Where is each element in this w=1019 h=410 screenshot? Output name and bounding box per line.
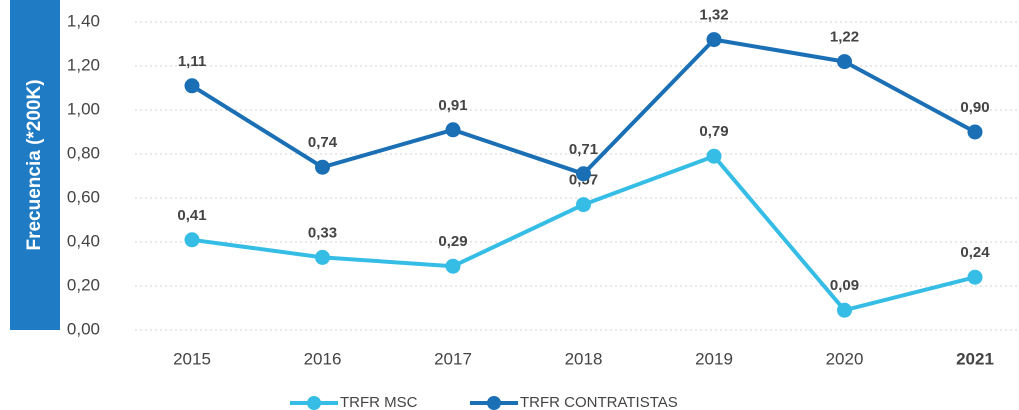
x-tick-label: 2015 <box>173 349 211 368</box>
x-tick-label: 2021 <box>956 349 994 368</box>
value-label: 0,90 <box>960 99 989 116</box>
point <box>184 78 200 94</box>
y-tick-label: 1,40 <box>67 11 100 30</box>
legend-marker <box>487 396 501 410</box>
legend-label: TRFR MSC <box>340 394 418 410</box>
value-label: 0,41 <box>177 207 206 224</box>
x-tick-label: 2018 <box>565 349 603 368</box>
x-tick-label: 2020 <box>826 349 864 368</box>
value-label: 1,11 <box>178 53 206 70</box>
value-label: 0,24 <box>960 244 990 261</box>
point <box>184 232 200 248</box>
point <box>445 122 461 138</box>
point <box>706 32 722 48</box>
y-axis-title-box <box>10 0 60 330</box>
value-label: 0,74 <box>308 134 338 151</box>
point <box>837 54 852 70</box>
point <box>837 302 852 318</box>
legend-item: TRFR CONTRATISTAS <box>470 394 678 410</box>
x-tick-label: 2017 <box>434 349 472 368</box>
value-label: 0,09 <box>830 277 859 294</box>
legend-item: TRFR MSC <box>290 394 418 410</box>
x-tick-label: 2019 <box>695 349 733 368</box>
point <box>967 124 983 140</box>
legend-marker <box>307 396 321 410</box>
y-tick-label: 1,00 <box>67 99 100 118</box>
point <box>576 197 591 213</box>
value-label: 0,33 <box>308 224 337 241</box>
value-label: 0,29 <box>438 233 467 250</box>
point <box>315 249 330 265</box>
legend-label: TRFR CONTRATISTAS <box>520 394 678 410</box>
value-label: 1,32 <box>699 7 728 24</box>
y-tick-label: 0,20 <box>67 275 100 294</box>
x-tick-label: 2016 <box>304 349 342 368</box>
point <box>967 269 983 285</box>
point <box>706 148 722 164</box>
value-label: 1,22 <box>830 29 859 46</box>
y-tick-label: 0,80 <box>67 143 100 162</box>
y-tick-label: 0,60 <box>67 187 100 206</box>
value-label: 0,91 <box>438 97 467 114</box>
point <box>576 166 591 182</box>
y-tick-label: 0,40 <box>67 231 100 250</box>
point <box>445 258 461 274</box>
point <box>315 159 330 175</box>
y-tick-label: 1,20 <box>67 55 100 74</box>
y-tick-label: 0,00 <box>67 319 100 338</box>
value-label: 0,79 <box>699 123 728 140</box>
value-label: 0,71 <box>569 141 598 158</box>
y-axis-title: Frecuencia (*200K) <box>24 79 45 250</box>
